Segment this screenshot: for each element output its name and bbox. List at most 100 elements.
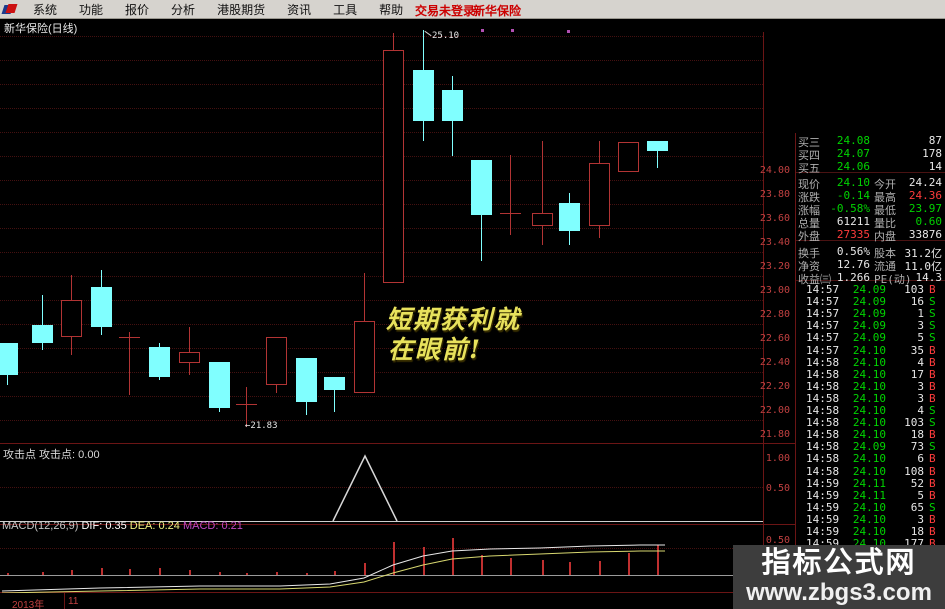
quote-value: 31.2亿 xyxy=(904,247,943,260)
sales-volume: 1 xyxy=(917,307,924,321)
macd-histogram-bar xyxy=(481,555,483,575)
macd-label-segment: DEA: 0.24 xyxy=(129,520,183,532)
price-gridline xyxy=(0,180,763,181)
price-gridline xyxy=(0,132,763,133)
quote-label: 现价 xyxy=(798,178,820,191)
price-gridline xyxy=(0,84,763,85)
sales-side: B xyxy=(929,537,936,551)
panel-separator xyxy=(0,443,795,444)
quote-label: 买三 xyxy=(798,136,820,149)
marker-dot-icon xyxy=(481,29,484,32)
quote-label: 总量 xyxy=(798,217,820,230)
macd-histogram-bar xyxy=(542,560,544,575)
sales-time: 14:58 xyxy=(806,440,840,454)
sales-side: B xyxy=(929,488,936,502)
trade-login-link[interactable]: 交易未登录 xyxy=(415,4,476,18)
sales-row: 14:58 24.10 3 B xyxy=(798,391,944,405)
sales-volume: 65 xyxy=(910,500,924,514)
sales-time: 14:58 xyxy=(806,379,840,393)
quote-value: 1.266 xyxy=(836,271,870,284)
sales-price: 24.10 xyxy=(852,404,886,417)
candle-wick xyxy=(657,141,658,168)
sales-row: 14:57 24.09 16 S xyxy=(798,295,944,309)
sales-time: 14:59 xyxy=(806,500,840,514)
quote-label: 涨幅 xyxy=(798,204,820,217)
candle-body-down xyxy=(413,70,434,121)
candle-body-up xyxy=(383,50,404,283)
timeline-tick xyxy=(64,593,65,609)
sales-row: 14:58 24.10 6 B xyxy=(798,452,944,466)
candle-wick xyxy=(129,332,130,395)
price-gridline xyxy=(0,36,763,37)
candle-wick xyxy=(42,295,43,350)
candle-body-up xyxy=(618,142,639,172)
macd-histogram-bar xyxy=(189,570,191,575)
menu-item-工具[interactable]: 工具 xyxy=(333,2,358,17)
stock-name-link[interactable]: 新华保险 xyxy=(473,4,522,18)
macd-histogram-bar xyxy=(159,568,161,575)
sales-price: 24.09 xyxy=(852,331,886,345)
sales-price: 24.09 xyxy=(852,307,886,321)
candle-doji xyxy=(236,404,257,405)
candle-body-down xyxy=(149,347,170,377)
menu-item-报价[interactable]: 报价 xyxy=(125,2,150,17)
candle-body-up xyxy=(589,163,610,226)
sales-time: 14:57 xyxy=(806,295,840,309)
timeline-bar[interactable]: 2013年 11 xyxy=(0,593,945,609)
low-price-label: ←21.83 xyxy=(245,421,278,431)
watermark-url: www.zbgs3.com xyxy=(746,578,932,606)
sales-price: 24.11 xyxy=(852,476,886,490)
menu-item-功能[interactable]: 功能 xyxy=(79,2,104,17)
price-gridline xyxy=(0,420,763,421)
indicator-gridline xyxy=(0,487,763,488)
price-gridline xyxy=(0,108,763,109)
sales-row: 14:57 24.09 5 S xyxy=(798,331,944,345)
sales-row: 14:58 24.10 103 S xyxy=(798,416,944,430)
macd-lines xyxy=(1,544,665,594)
price-gridline xyxy=(0,372,763,373)
sales-volume: 3 xyxy=(917,379,924,393)
sales-side: B xyxy=(929,355,936,369)
panel-separator xyxy=(0,592,945,593)
sales-side: B xyxy=(929,476,936,490)
menu-item-分析[interactable]: 分析 xyxy=(171,2,196,17)
quote-label: 量比 xyxy=(874,217,896,230)
quote-label: 买四 xyxy=(798,149,820,162)
menu-item-资讯[interactable]: 资讯 xyxy=(287,2,312,17)
sales-side: B xyxy=(929,525,936,538)
sales-time: 14:59 xyxy=(806,488,840,502)
menu-item-系统[interactable]: 系统 xyxy=(33,2,58,17)
menu-item-港股期货[interactable]: 港股期货 xyxy=(217,2,266,17)
macd-histogram-bar xyxy=(599,561,601,575)
price-axis-label: 24.00 xyxy=(759,165,790,176)
sales-side: S xyxy=(929,500,936,514)
macd-histogram-bar xyxy=(510,558,512,575)
macd-pane[interactable] xyxy=(0,533,763,594)
candle-body-down xyxy=(32,325,53,343)
sales-volume: 103 xyxy=(904,283,924,296)
sales-time: 14:58 xyxy=(806,391,840,405)
quote-value: 24.06 xyxy=(836,160,870,173)
sales-volume: 5 xyxy=(917,331,924,345)
sales-side: B xyxy=(929,452,936,466)
quote-label: 净资 xyxy=(798,260,820,273)
sales-time: 14:58 xyxy=(806,416,840,430)
candle-doji xyxy=(119,337,140,338)
sales-price: 24.10 xyxy=(852,355,886,369)
sales-side: S xyxy=(929,404,936,417)
sales-side: B xyxy=(929,379,936,393)
sales-row: 14:58 24.10 17 B xyxy=(798,368,944,381)
attack-indicator-pane[interactable] xyxy=(0,444,763,524)
candle-wick xyxy=(334,377,335,412)
chart-title: 新华保险(日线) xyxy=(4,23,78,35)
price-axis-label: 22.60 xyxy=(759,333,790,344)
main-chart-pane[interactable] xyxy=(0,30,763,443)
attack-scale-label: 0.50 xyxy=(765,483,790,494)
menu-item-帮助[interactable]: 帮助 xyxy=(379,2,404,17)
sales-time: 14:58 xyxy=(806,464,840,478)
price-axis-label: 23.20 xyxy=(759,261,790,272)
sales-side: B xyxy=(929,343,936,357)
sales-row: 14:58 24.10 4 B xyxy=(798,355,944,369)
price-axis-label: 22.00 xyxy=(759,405,790,416)
quote-value: 178 xyxy=(922,147,942,160)
